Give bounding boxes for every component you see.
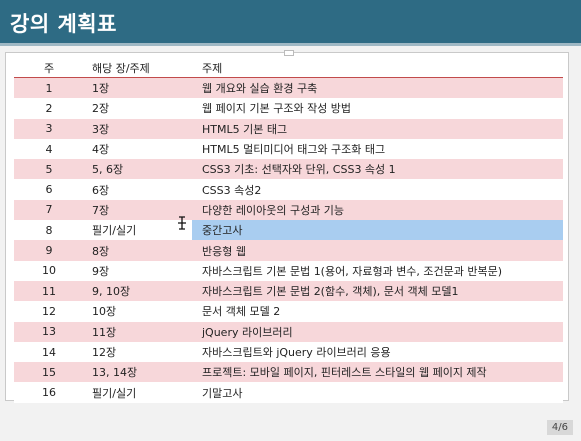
slide-header: 강의 계획표 [0,0,581,46]
cell-chapter[interactable]: 6장 [84,179,192,200]
table-row[interactable]: 14 12장 자바스크립트와 jQuery 라이브러리 응용 [14,341,563,363]
cell-chapter[interactable]: 3장 [84,118,192,139]
cell-week[interactable]: 9 [14,240,84,261]
cell-chapter[interactable]: 12장 [84,341,192,363]
table-row[interactable]: 12 10장 문서 객체 모델 2 [14,301,563,322]
cell-chapter[interactable]: 9, 10장 [84,280,192,302]
table-row[interactable]: 15 13, 14장 프로젝트: 모바일 페이지, 핀터레스트 스타일의 웹 페이지… [14,362,563,383]
cell-chapter[interactable]: 11장 [84,321,192,342]
cell-chapter[interactable]: 7장 [84,199,192,221]
table-row[interactable]: 16 필기/실기 기말고사 [14,382,563,403]
cell-week[interactable]: 12 [14,301,84,322]
cell-topic[interactable]: 중간고사 [192,220,563,241]
cell-topic[interactable]: HTML5 멀티미디어 태그와 구조화 태그 [192,138,563,160]
table-row[interactable]: 7 7장 다양한 레이아웃의 구성과 기능 [14,199,563,221]
header-topic: 주제 [192,58,563,78]
cell-topic[interactable]: 자바스크립트와 jQuery 라이브러리 응용 [192,341,563,363]
table-row[interactable]: 3 3장 HTML5 기본 태그 [14,118,563,139]
cell-topic[interactable]: 문서 객체 모델 2 [192,301,563,322]
cell-chapter[interactable]: 필기/실기 [84,382,192,403]
cell-topic[interactable]: 자바스크립트 기본 문법 1(용어, 자료형과 변수, 조건문과 반복문) [192,260,563,281]
table-row[interactable]: 9 8장 반응형 웹 [14,240,563,261]
table-row[interactable]: 4 4장 HTML5 멀티미디어 태그와 구조화 태그 [14,138,563,160]
header-week: 주 [14,58,84,78]
resize-handle-top[interactable] [284,50,294,56]
cell-week[interactable]: 15 [14,362,84,383]
table-row[interactable]: 6 6장 CSS3 속성2 [14,179,563,200]
cell-chapter[interactable]: 5, 6장 [84,159,192,180]
schedule-table: 주 해당 장/주제 주제 1 1장 웹 개요와 실습 환경 구축 2 2장 웹 페이지 기… [14,58,563,403]
header-chapter: 해당 장/주제 [84,58,192,78]
cell-week[interactable]: 8 [14,220,84,241]
cell-week[interactable]: 11 [14,280,84,302]
table-row[interactable]: 2 2장 웹 페이지 기본 구조와 작성 방법 [14,98,563,119]
cell-week[interactable]: 4 [14,138,84,160]
cell-chapter[interactable]: 2장 [84,98,192,119]
table-row[interactable]: 5 5, 6장 CSS3 기초: 선택자와 단위, CSS3 속성 1 [14,159,563,180]
cell-chapter[interactable]: 9장 [84,260,192,281]
cell-week[interactable]: 7 [14,199,84,221]
cell-week[interactable]: 1 [14,77,84,99]
cell-week[interactable]: 3 [14,118,84,139]
cell-chapter[interactable]: 1장 [84,77,192,99]
cell-week[interactable]: 16 [14,382,84,403]
cell-topic[interactable]: 웹 개요와 실습 환경 구축 [192,77,563,99]
cell-chapter[interactable]: 8장 [84,240,192,261]
text-select-cursor-icon [178,216,186,230]
cell-chapter[interactable]: 13, 14장 [84,362,192,383]
cell-week[interactable]: 13 [14,321,84,342]
cell-week[interactable]: 6 [14,179,84,200]
cell-chapter[interactable]: 10장 [84,301,192,322]
table-row[interactable]: 11 9, 10장 자바스크립트 기본 문법 2(함수, 객체), 문서 객체 모델… [14,280,563,302]
cell-topic[interactable]: 반응형 웹 [192,240,563,261]
cell-topic[interactable]: CSS3 기초: 선택자와 단위, CSS3 속성 1 [192,159,563,180]
cell-chapter[interactable]: 필기/실기 [84,220,192,241]
page-number: 4/6 [546,420,573,435]
table-row[interactable]: 1 1장 웹 개요와 실습 환경 구축 [14,77,563,99]
slide-title: 강의 계획표 [10,12,117,36]
table-frame[interactable]: 주 해당 장/주제 주제 1 1장 웹 개요와 실습 환경 구축 2 2장 웹 페이지 기… [5,50,569,403]
cell-chapter[interactable]: 4장 [84,138,192,160]
cell-topic[interactable]: jQuery 라이브러리 [192,321,563,342]
cell-week[interactable]: 14 [14,341,84,363]
cell-topic[interactable]: CSS3 속성2 [192,179,563,200]
cell-topic[interactable]: 자바스크립트 기본 문법 2(함수, 객체), 문서 객체 모델1 [192,280,563,302]
table-row[interactable]: 10 9장 자바스크립트 기본 문법 1(용어, 자료형과 변수, 조건문과 반복문… [14,260,563,281]
cell-week[interactable]: 2 [14,98,84,119]
table-row[interactable]: 8 필기/실기 중간고사 [14,220,563,241]
table-header-row: 주 해당 장/주제 주제 [14,58,563,78]
cell-topic[interactable]: 프로젝트: 모바일 페이지, 핀터레스트 스타일의 웹 페이지 제작 [192,362,563,383]
table-row[interactable]: 13 11장 jQuery 라이브러리 [14,321,563,342]
cell-week[interactable]: 10 [14,260,84,281]
cell-topic[interactable]: 기말고사 [192,382,563,403]
cell-topic[interactable]: HTML5 기본 태그 [192,118,563,139]
cell-topic[interactable]: 다양한 레이아웃의 구성과 기능 [192,199,563,221]
cell-topic[interactable]: 웹 페이지 기본 구조와 작성 방법 [192,98,563,119]
cell-week[interactable]: 5 [14,159,84,180]
